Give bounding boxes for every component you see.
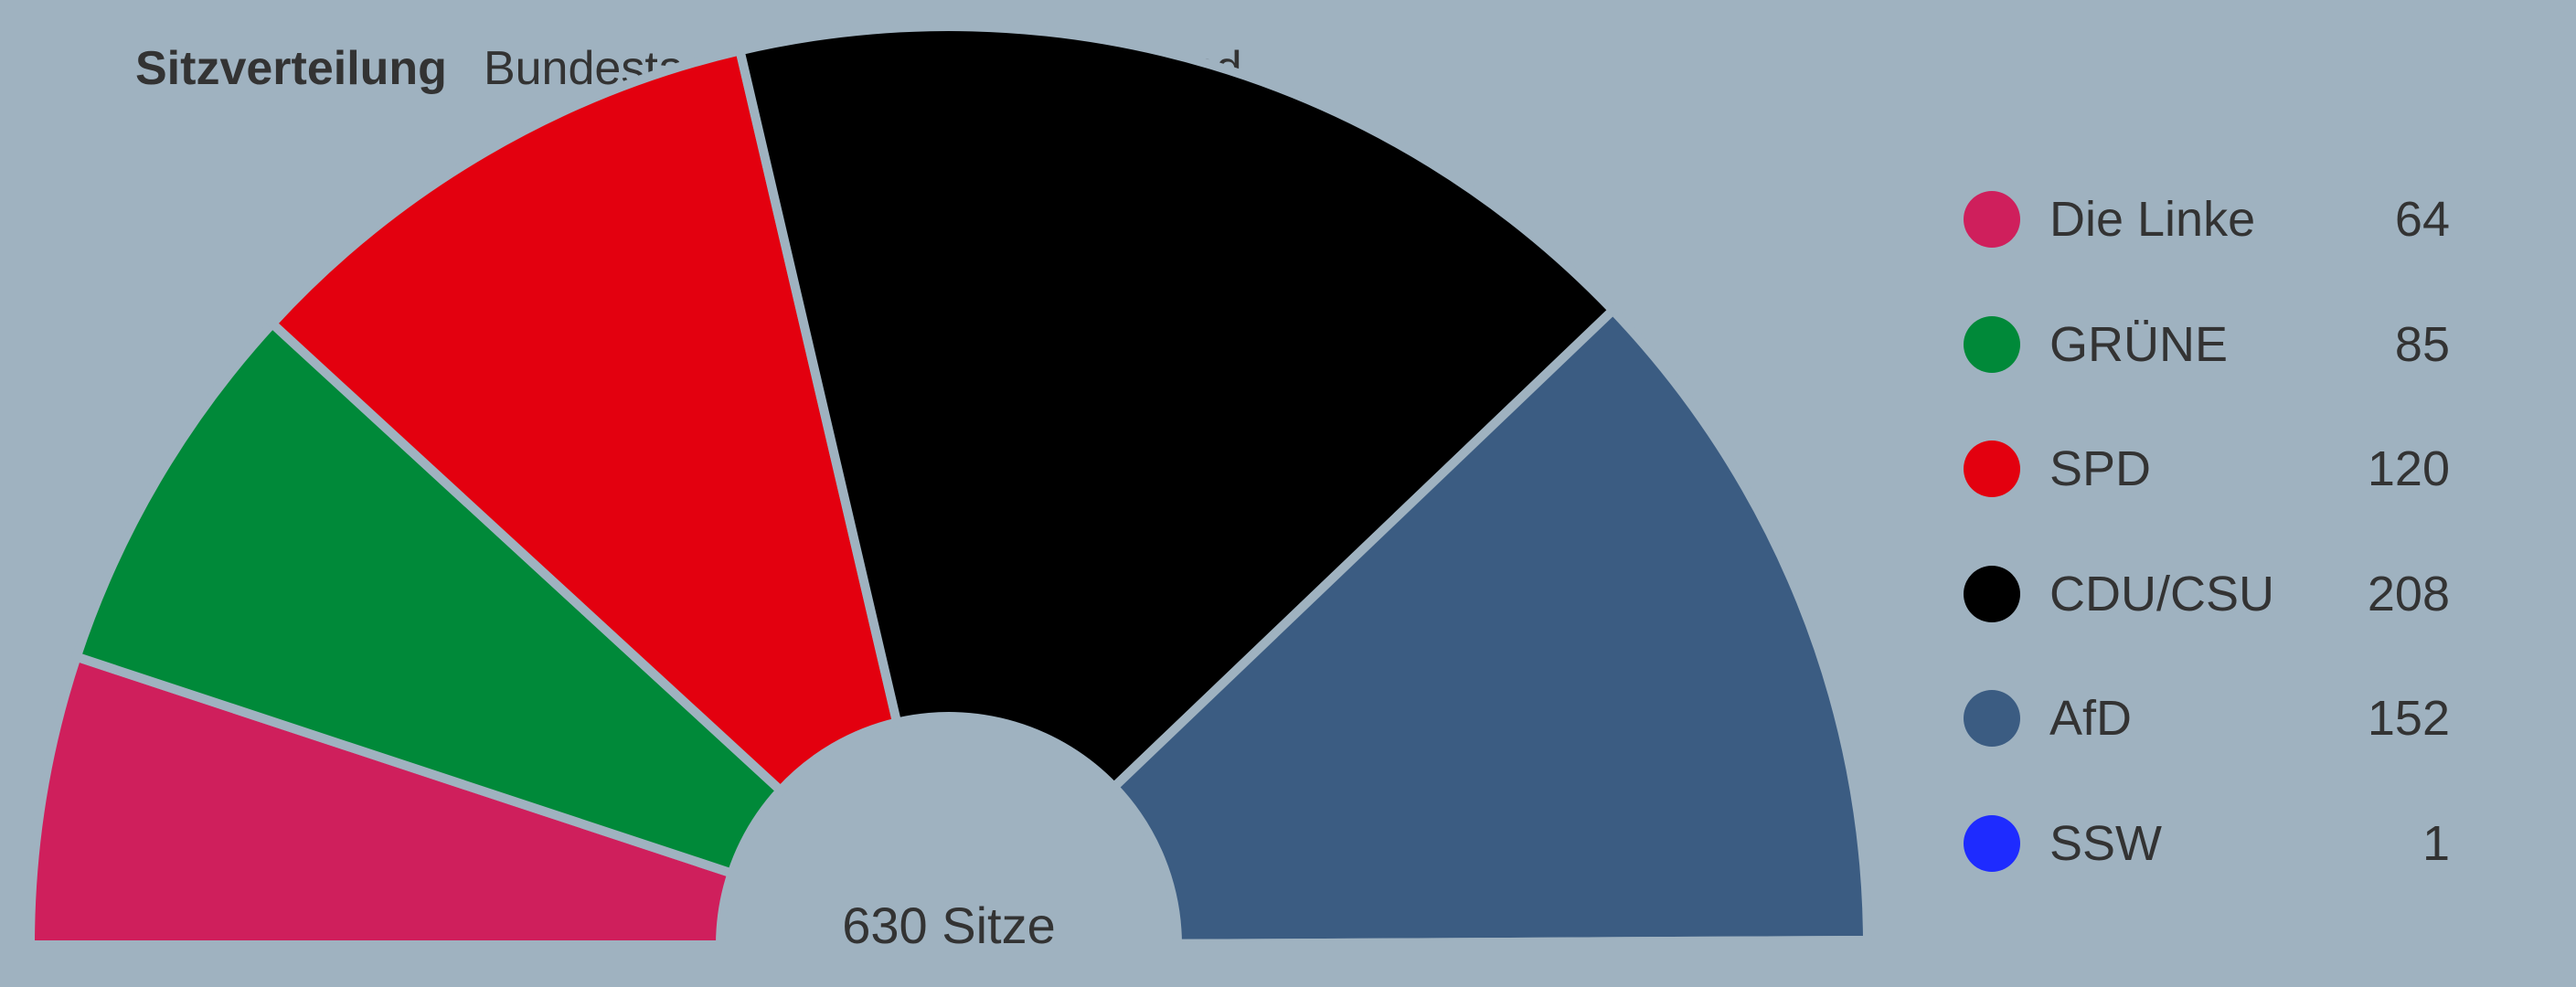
legend-color-dot (1964, 191, 2020, 249)
legend-party-name: SSW (2049, 815, 2163, 871)
legend-color-dot (1964, 814, 2020, 872)
legend-item[interactable]: CDU/CSU 208 (1964, 532, 2450, 657)
legend-color-dot (1964, 690, 2020, 748)
legend-seat-count: 1 (2422, 815, 2450, 871)
legend-item[interactable]: SSW 1 (1964, 781, 2450, 907)
legend: Die Linke 64 GRÜNE 85 SPD 120 CDU/CSU 208 AfD 152… (1964, 157, 2450, 906)
legend-party-name: AfD (2049, 691, 2133, 747)
legend-seat-count: 120 (2367, 441, 2450, 497)
slice-spd[interactable] (265, 45, 903, 797)
legend-color-dot (1964, 440, 2020, 498)
legend-color-dot (1964, 315, 2020, 373)
legend-party-name: CDU/CSU (2049, 566, 2275, 621)
slice-cdu-csu[interactable] (734, 22, 1620, 794)
chart-title: Sitzverteilung (135, 42, 447, 95)
legend-party-name: Die Linke (2049, 192, 2256, 248)
legend-seat-count: 85 (2394, 316, 2450, 372)
legend-seat-count: 64 (2394, 192, 2450, 248)
chart-slices (25, 22, 1873, 950)
legend-item[interactable]: GRÜNE 85 (1964, 282, 2450, 408)
legend-party-name: SPD (2049, 441, 2152, 497)
slice-afd[interactable] (1107, 303, 1873, 949)
legend-item[interactable]: SPD 120 (1964, 407, 2450, 532)
legend-item[interactable]: AfD 152 (1964, 656, 2450, 781)
legend-seat-count: 152 (2367, 691, 2450, 747)
slice-die-linke[interactable] (25, 651, 738, 950)
legend-color-dot (1964, 565, 2020, 622)
legend-item[interactable]: Die Linke 64 (1964, 157, 2450, 282)
legend-seat-count: 208 (2367, 566, 2450, 621)
slice-grüne[interactable] (70, 317, 787, 879)
legend-party-name: GRÜNE (2049, 316, 2229, 372)
total-seats-label: 630 Sitze (842, 897, 1056, 954)
slice-ssw[interactable] (1172, 935, 1873, 950)
